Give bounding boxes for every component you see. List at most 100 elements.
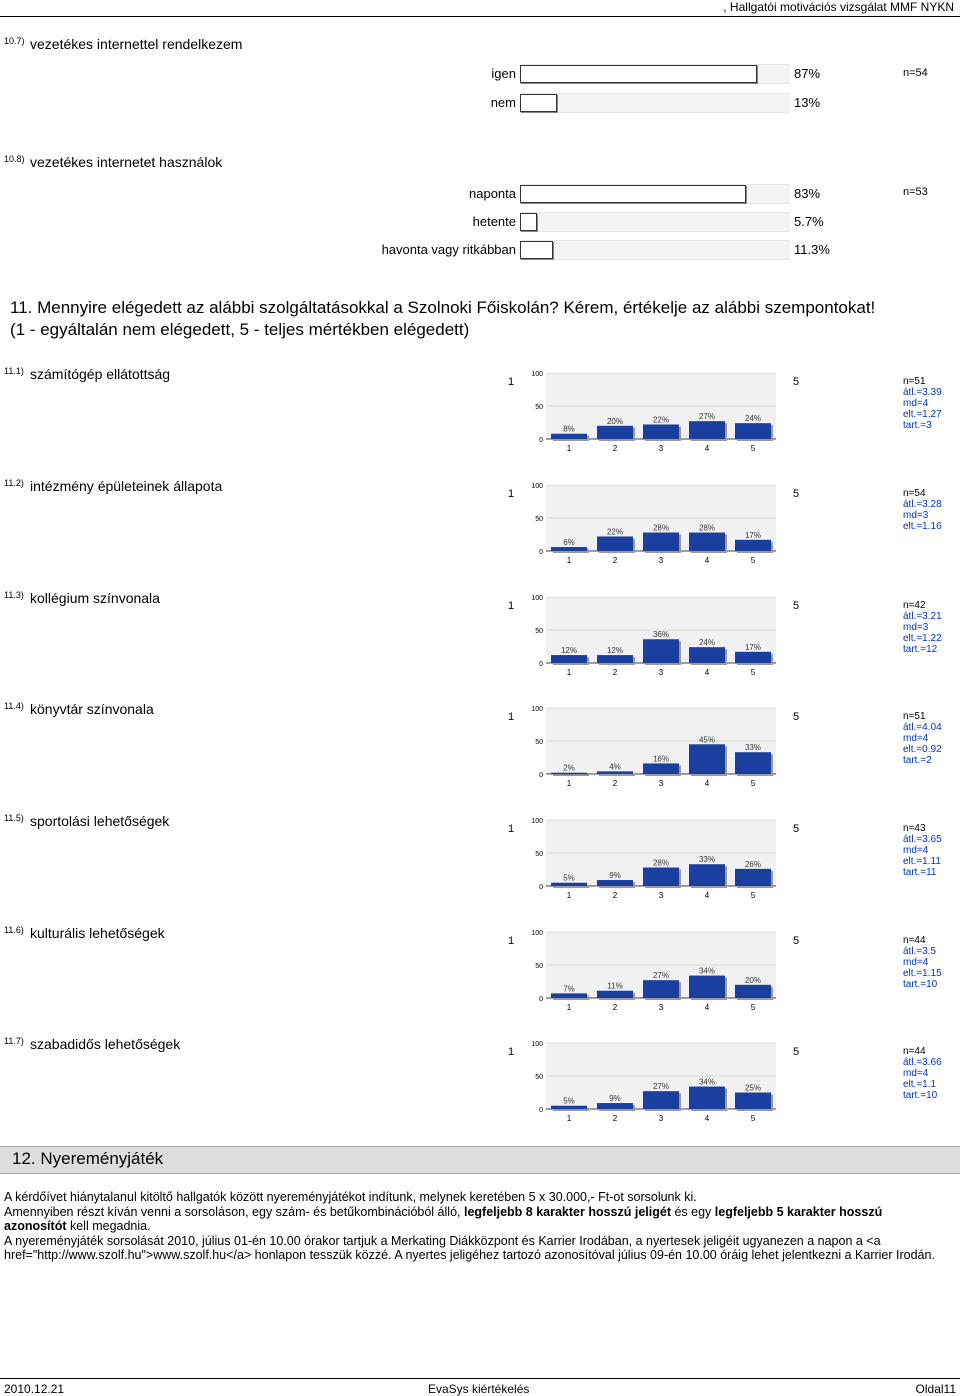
question-text: kulturális lehetőségek <box>30 925 165 941</box>
stat-value: n=44 <box>903 1046 926 1057</box>
bar <box>689 532 725 551</box>
rating-bar-chart: 0 50 100 5% 1 9% 2 28% 3 33% 4 26% 5 <box>531 818 776 900</box>
scale-high: 5 <box>793 600 800 612</box>
stat-value: elt.=1.16 <box>903 521 942 532</box>
footer-page: Oldal11 <box>915 1382 956 1396</box>
bar-shadow <box>553 884 589 888</box>
scale-low: 1 <box>508 376 515 388</box>
bar <box>551 993 587 998</box>
x-tick-label: 1 <box>567 1003 572 1012</box>
bar-value-label: 4% <box>609 762 621 771</box>
y-tick-label: 50 <box>535 516 543 523</box>
emphasis: legfeljebb 8 karakter hosszú jeligét <box>463 1205 671 1219</box>
bar-shadow <box>553 774 589 776</box>
y-tick-label: 100 <box>531 818 543 825</box>
bar-value-label: 22% <box>607 527 623 536</box>
stat-value: átl.=3.65 <box>903 834 942 845</box>
paragraph-text: kell megadnia. <box>66 1219 151 1233</box>
x-tick-label: 1 <box>567 668 572 677</box>
y-tick-label: 50 <box>535 963 543 970</box>
bar <box>520 94 557 112</box>
x-tick-label: 5 <box>751 891 756 900</box>
answer-label: havonta vagy ritkábban <box>381 242 516 257</box>
question-number: 11.3) <box>4 590 24 600</box>
paragraph: A nyereményjáték sorsolását 2010, július… <box>4 1234 935 1262</box>
x-tick-label: 5 <box>751 1114 756 1123</box>
question-number: 11.2) <box>4 478 24 488</box>
x-tick-label: 1 <box>567 444 572 453</box>
rating-bar-chart: 0 50 100 7% 1 11% 2 27% 3 34% 4 20% 5 <box>531 930 776 1012</box>
scale-low: 1 <box>508 600 515 612</box>
bar-value-label: 2% <box>563 764 575 773</box>
bar-value-label: 17% <box>745 531 761 540</box>
x-tick-label: 4 <box>705 444 710 453</box>
scale-low: 1 <box>508 488 515 500</box>
bar <box>551 772 587 774</box>
bar-track <box>520 93 790 113</box>
y-tick-label: 100 <box>531 483 543 490</box>
bar <box>551 433 587 439</box>
x-tick-label: 4 <box>705 1114 710 1123</box>
bar <box>735 1092 771 1109</box>
scale-low: 1 <box>508 935 515 947</box>
answer-label: hetente <box>472 214 516 229</box>
stat-value: tart.=10 <box>903 1090 938 1101</box>
question-number: 11.4) <box>4 701 24 711</box>
x-tick-label: 3 <box>659 1003 664 1012</box>
bar-value-label: 5% <box>563 874 575 883</box>
stat-value: átl.=3.66 <box>903 1057 942 1068</box>
y-tick-label: 100 <box>531 1041 543 1048</box>
y-tick-label: 0 <box>539 772 543 779</box>
bar-value-label: 27% <box>699 412 715 421</box>
footer-divider <box>0 1378 960 1379</box>
stat-value: n=51 <box>903 711 926 722</box>
x-tick-label: 5 <box>751 1003 756 1012</box>
bar <box>597 1103 633 1109</box>
bar-shadow <box>553 1107 589 1111</box>
rating-bar-chart: 0 50 100 6% 1 22% 2 28% 3 28% 4 17% 5 <box>531 483 776 565</box>
y-tick-label: 50 <box>535 404 543 411</box>
stat-value: n=42 <box>903 600 926 611</box>
stat-value: elt.=1.1 <box>903 1079 937 1090</box>
emphasis: legfeljebb 5 karakter hosszú azonosítót <box>4 1205 883 1233</box>
bar <box>689 744 725 774</box>
bar-value-label: 27% <box>653 971 669 980</box>
bar <box>735 423 771 439</box>
bar-value-label: 36% <box>653 630 669 639</box>
bar-shadow <box>553 549 589 553</box>
stat-value: md=3 <box>903 622 929 633</box>
header-divider <box>0 16 960 17</box>
bar-percent: 5.7% <box>794 214 824 229</box>
bar-shadow <box>599 773 635 776</box>
stat-value: átl.=3.21 <box>903 611 942 622</box>
question-text: kollégium színvonala <box>30 590 160 606</box>
x-tick-label: 3 <box>659 668 664 677</box>
stat-value: tart.=3 <box>903 420 932 431</box>
x-tick-label: 4 <box>705 779 710 788</box>
bar-value-label: 12% <box>561 646 577 655</box>
x-tick-label: 3 <box>659 891 664 900</box>
question-number: 11.1) <box>4 366 24 376</box>
n-value: n=53 <box>903 186 928 198</box>
bar <box>643 763 679 774</box>
page-header: , Hallgatói motivációs vizsgálat MMF NYK… <box>723 0 954 14</box>
question-text: sportolási lehetőségek <box>30 813 170 829</box>
stat-value: n=54 <box>903 488 926 499</box>
y-tick-label: 0 <box>539 1107 543 1114</box>
bar <box>735 752 771 774</box>
footer-date: 2010.12.21 <box>4 1382 65 1396</box>
y-tick-label: 50 <box>535 628 543 635</box>
stat-value: tart.=11 <box>903 867 937 878</box>
y-tick-label: 100 <box>531 930 543 937</box>
stat-value: n=43 <box>903 823 926 834</box>
bar-value-label: 5% <box>563 1097 575 1106</box>
section-title: 12. Nyereményjáték <box>12 1149 164 1168</box>
question-number: 10.7) <box>4 36 25 46</box>
bar <box>735 984 771 998</box>
bar <box>643 867 679 886</box>
x-tick-label: 5 <box>751 444 756 453</box>
x-tick-label: 5 <box>751 779 756 788</box>
statistics-box: n=42 átl.=3.21 md=3 elt.=1.22 tart.=12 <box>903 600 942 655</box>
bar <box>643 424 679 439</box>
answer-label: igen <box>491 66 516 81</box>
